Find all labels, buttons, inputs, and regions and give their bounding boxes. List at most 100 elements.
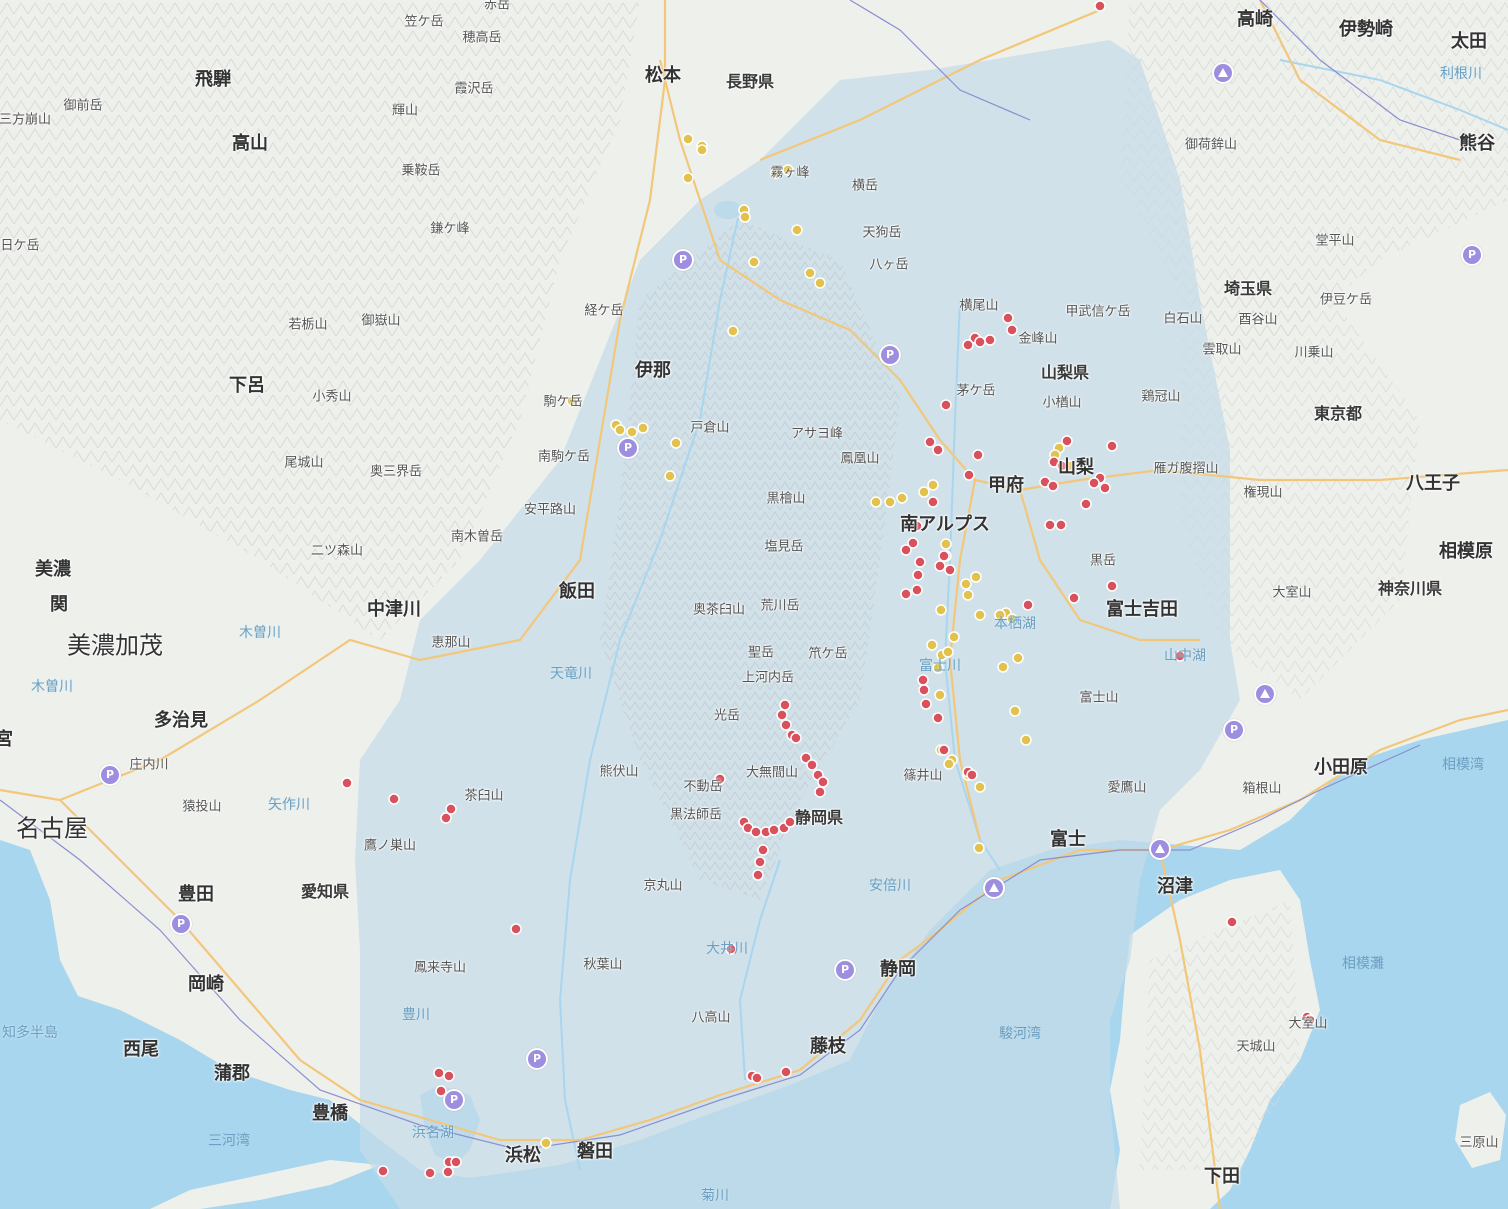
red-point-marker[interactable] bbox=[962, 339, 974, 351]
yellow-point-marker[interactable] bbox=[884, 496, 896, 508]
red-point-marker[interactable] bbox=[443, 1070, 455, 1082]
red-point-marker[interactable] bbox=[442, 1166, 454, 1178]
yellow-point-marker[interactable] bbox=[960, 578, 972, 590]
red-point-marker[interactable] bbox=[940, 399, 952, 411]
red-point-marker[interactable] bbox=[927, 496, 939, 508]
red-point-marker[interactable] bbox=[768, 824, 780, 836]
yellow-point-marker[interactable] bbox=[970, 571, 982, 583]
red-point-marker[interactable] bbox=[938, 550, 950, 562]
red-point-marker[interactable] bbox=[440, 812, 452, 824]
red-point-marker[interactable] bbox=[963, 469, 975, 481]
red-point-marker[interactable] bbox=[1094, 0, 1106, 12]
yellow-point-marker[interactable] bbox=[614, 424, 626, 436]
yellow-point-marker[interactable] bbox=[696, 144, 708, 156]
red-point-marker[interactable] bbox=[445, 803, 457, 815]
red-point-marker[interactable] bbox=[725, 943, 737, 955]
yellow-point-marker[interactable] bbox=[791, 224, 803, 236]
yellow-point-marker[interactable] bbox=[935, 604, 947, 616]
red-point-marker[interactable] bbox=[817, 776, 829, 788]
yellow-point-marker[interactable] bbox=[974, 781, 986, 793]
yellow-point-marker[interactable] bbox=[1020, 734, 1032, 746]
yellow-point-marker[interactable] bbox=[896, 492, 908, 504]
yellow-point-marker[interactable] bbox=[1006, 613, 1018, 625]
red-point-marker[interactable] bbox=[911, 584, 923, 596]
red-point-marker[interactable] bbox=[907, 537, 919, 549]
red-point-marker[interactable] bbox=[424, 1167, 436, 1179]
yellow-point-marker[interactable] bbox=[942, 646, 954, 658]
mountain-marker-icon[interactable] bbox=[1254, 683, 1276, 705]
yellow-point-marker[interactable] bbox=[682, 133, 694, 145]
parking-marker-icon[interactable]: P bbox=[1461, 244, 1483, 266]
yellow-point-marker[interactable] bbox=[940, 538, 952, 550]
red-point-marker[interactable] bbox=[966, 769, 978, 781]
red-point-marker[interactable] bbox=[1106, 440, 1118, 452]
yellow-point-marker[interactable] bbox=[637, 422, 649, 434]
yellow-point-marker[interactable] bbox=[626, 426, 638, 438]
red-point-marker[interactable] bbox=[341, 777, 353, 789]
yellow-point-marker[interactable] bbox=[1009, 705, 1021, 717]
yellow-point-marker[interactable] bbox=[727, 325, 739, 337]
red-point-marker[interactable] bbox=[714, 773, 726, 785]
red-point-marker[interactable] bbox=[751, 1072, 763, 1084]
red-point-marker[interactable] bbox=[924, 436, 936, 448]
parking-marker-icon[interactable]: P bbox=[170, 913, 192, 935]
red-point-marker[interactable] bbox=[1047, 480, 1059, 492]
red-point-marker[interactable] bbox=[388, 793, 400, 805]
red-point-marker[interactable] bbox=[1002, 312, 1014, 324]
red-point-marker[interactable] bbox=[784, 816, 796, 828]
yellow-point-marker[interactable] bbox=[974, 609, 986, 621]
yellow-point-marker[interactable] bbox=[932, 662, 944, 674]
yellow-point-marker[interactable] bbox=[748, 256, 760, 268]
red-point-marker[interactable] bbox=[757, 844, 769, 856]
red-point-marker[interactable] bbox=[914, 556, 926, 568]
yellow-point-marker[interactable] bbox=[770, 167, 782, 179]
yellow-point-marker[interactable] bbox=[664, 470, 676, 482]
yellow-point-marker[interactable] bbox=[804, 267, 816, 279]
red-point-marker[interactable] bbox=[1088, 477, 1100, 489]
mountain-marker-icon[interactable] bbox=[983, 877, 1005, 899]
red-point-marker[interactable] bbox=[1226, 916, 1238, 928]
parking-marker-icon[interactable]: P bbox=[834, 959, 856, 981]
red-point-marker[interactable] bbox=[1174, 650, 1186, 662]
red-point-marker[interactable] bbox=[1055, 519, 1067, 531]
red-point-marker[interactable] bbox=[974, 336, 986, 348]
red-point-marker[interactable] bbox=[1061, 435, 1073, 447]
yellow-point-marker[interactable] bbox=[943, 758, 955, 770]
red-point-marker[interactable] bbox=[1006, 324, 1018, 336]
red-point-marker[interactable] bbox=[377, 1165, 389, 1177]
parking-marker-icon[interactable]: P bbox=[526, 1048, 548, 1070]
red-point-marker[interactable] bbox=[754, 856, 766, 868]
red-point-marker[interactable] bbox=[911, 520, 923, 532]
red-point-marker[interactable] bbox=[1068, 592, 1080, 604]
red-point-marker[interactable] bbox=[900, 544, 912, 556]
red-point-marker[interactable] bbox=[750, 826, 762, 838]
parking-marker-icon[interactable]: P bbox=[672, 249, 694, 271]
red-point-marker[interactable] bbox=[1056, 460, 1068, 472]
yellow-point-marker[interactable] bbox=[814, 277, 826, 289]
red-point-marker[interactable] bbox=[912, 569, 924, 581]
red-point-marker[interactable] bbox=[932, 712, 944, 724]
yellow-point-marker[interactable] bbox=[540, 1137, 552, 1149]
red-point-marker[interactable] bbox=[1106, 580, 1118, 592]
red-point-marker[interactable] bbox=[1304, 1014, 1316, 1026]
red-point-marker[interactable] bbox=[918, 684, 930, 696]
yellow-point-marker[interactable] bbox=[994, 609, 1006, 621]
yellow-point-marker[interactable] bbox=[870, 496, 882, 508]
red-point-marker[interactable] bbox=[790, 732, 802, 744]
yellow-point-marker[interactable] bbox=[670, 437, 682, 449]
red-point-marker[interactable] bbox=[780, 719, 792, 731]
red-point-marker[interactable] bbox=[814, 786, 826, 798]
red-point-marker[interactable] bbox=[510, 923, 522, 935]
red-point-marker[interactable] bbox=[972, 449, 984, 461]
parking-marker-icon[interactable]: P bbox=[879, 344, 901, 366]
red-point-marker[interactable] bbox=[806, 759, 818, 771]
parking-marker-icon[interactable]: P bbox=[1223, 719, 1245, 741]
yellow-point-marker[interactable] bbox=[926, 639, 938, 651]
yellow-point-marker[interactable] bbox=[682, 172, 694, 184]
red-point-marker[interactable] bbox=[752, 869, 764, 881]
red-point-marker[interactable] bbox=[776, 709, 788, 721]
red-point-marker[interactable] bbox=[1099, 482, 1111, 494]
red-point-marker[interactable] bbox=[934, 560, 946, 572]
red-point-marker[interactable] bbox=[780, 1066, 792, 1078]
